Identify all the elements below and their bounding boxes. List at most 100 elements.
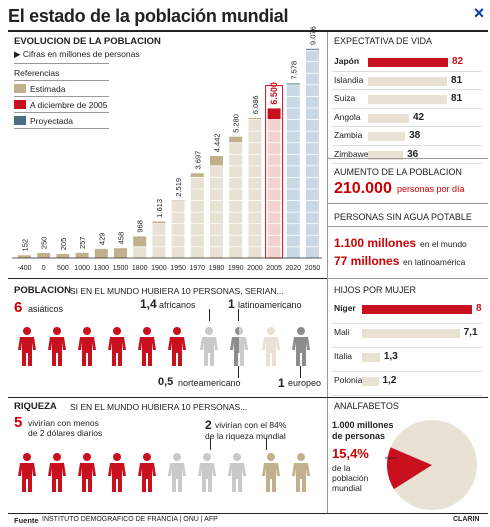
riqueza-n1: 5 (14, 414, 23, 431)
value-label: 42 (412, 111, 425, 123)
bar-segment (306, 200, 319, 212)
x-tick-label: 1990 (228, 265, 244, 272)
person-icon (76, 452, 98, 494)
bar-segment (56, 254, 70, 258)
riqueza-t1b: de 2 dólares diarios (28, 428, 103, 438)
bar-0: 250 0 (37, 237, 51, 272)
bar-segment (248, 119, 262, 131)
bar-segment (114, 248, 127, 258)
legend-proyectada: Proyectada (30, 116, 73, 126)
bar-segment (286, 143, 300, 154)
bar--400: 152 -400 (17, 239, 31, 272)
bar-segment (210, 177, 223, 189)
bar-segment (229, 247, 243, 258)
value-label: 82 (452, 56, 464, 67)
analf-pct: 15,4% (332, 446, 369, 461)
pointer-riqueza-2b (210, 438, 211, 450)
legend-estimada: Estimada (30, 84, 66, 94)
bar-segment (171, 200, 185, 202)
country-label: Suiza (334, 93, 356, 103)
bar-segment (286, 212, 300, 224)
poblacion-subtitle: SI EN EL MUNDO HUBIERA 10 PERSONAS, SERI… (70, 286, 284, 296)
x-tick-label: 1980 (209, 265, 225, 272)
bar-segment (229, 166, 243, 178)
row-divider (332, 323, 482, 324)
bar-segment (306, 50, 319, 62)
bar-segment (286, 119, 300, 131)
pointer-europeo (300, 366, 301, 378)
asiaticos-label: asiáticos (28, 304, 64, 314)
ref-divider (14, 63, 109, 64)
bar-segment (267, 200, 281, 212)
close-icon[interactable]: × (473, 3, 485, 23)
person-icon (106, 452, 128, 494)
legend-swatch-proyectada (14, 116, 26, 125)
bar-segment (267, 235, 281, 247)
europeo-label: europeo (288, 378, 322, 388)
person-icon (166, 452, 188, 494)
bar-segment (171, 200, 185, 212)
bar-segment (306, 177, 319, 189)
footer-source: INSTITUTO DEMOGRAFICO DE FRANCIA | ONU |… (42, 516, 218, 523)
bar-segment (286, 177, 300, 189)
value-label: 1,3 (383, 351, 398, 362)
bar-1300: 429 1300 (94, 233, 110, 272)
bar-segment (94, 248, 108, 258)
bar-1970: 3.697 1970 (190, 151, 206, 272)
bar-segment (306, 212, 319, 224)
bar-2000: 6.086 2000 (247, 95, 263, 272)
bar-segment (248, 131, 262, 143)
bar-500: 205 500 (56, 238, 70, 272)
person-icon (16, 326, 38, 368)
bar-value-label: 152 (21, 239, 30, 252)
riqueza-t2b: de la riqueza mundial (205, 431, 286, 441)
bar-value-label: 3.697 (193, 151, 202, 170)
country-label: Zimbawe (334, 148, 369, 159)
person-icon (46, 452, 68, 494)
bar-segment (190, 173, 204, 178)
value-label: 7,1 (463, 327, 478, 338)
bar-segment (306, 224, 319, 235)
value-bar (368, 132, 406, 141)
expectativa-title: EXPECTATIVA DE VIDA (334, 36, 433, 46)
bar-value-label: 205 (59, 238, 68, 251)
bar-value-label: 2.519 (174, 178, 183, 197)
bar-segment (306, 85, 319, 97)
row-divider (332, 89, 482, 90)
bar-segment (267, 166, 281, 178)
bar-segment (229, 212, 243, 224)
bar-value-label: 458 (117, 232, 126, 245)
pointer-riqueza-2 (266, 438, 267, 450)
bar-value-label: 6.086 (251, 95, 260, 114)
x-tick-label: 1950 (170, 265, 186, 272)
bar-segment (286, 235, 300, 247)
pointer-africanos (209, 309, 210, 321)
right-column-divider (327, 32, 328, 398)
riqueza-n2: 2 (205, 418, 212, 432)
bar-value-label: 429 (97, 233, 106, 246)
x-tick-label: 1300 (94, 265, 110, 272)
bar-value-label: 1.613 (155, 199, 164, 218)
value-bar (368, 95, 448, 104)
bar-segment (267, 189, 281, 201)
footer-brand: CLARIN (453, 516, 480, 523)
bar-segment (286, 247, 300, 258)
row-divider (332, 126, 482, 127)
bar-value-label: 968 (136, 220, 145, 233)
bar-2050: 9.076 2050 (305, 26, 321, 272)
person-icon (226, 452, 248, 494)
bar-segment (306, 96, 319, 108)
bar-segment (306, 131, 319, 143)
x-tick-label: 1500 (113, 265, 129, 272)
value-bar (368, 76, 448, 86)
bar-segment (286, 83, 300, 85)
bar-segment (306, 166, 319, 178)
poblacion-title: POBLACION (14, 285, 71, 296)
person-icon (228, 326, 250, 368)
x-tick-label: 1000 (74, 265, 90, 272)
bar-segment (210, 235, 223, 247)
x-tick-label: 1900 (151, 265, 167, 272)
norte-label: norteamericano (178, 378, 241, 388)
row-divider (332, 163, 482, 164)
legend-swatch-2005 (14, 100, 26, 109)
